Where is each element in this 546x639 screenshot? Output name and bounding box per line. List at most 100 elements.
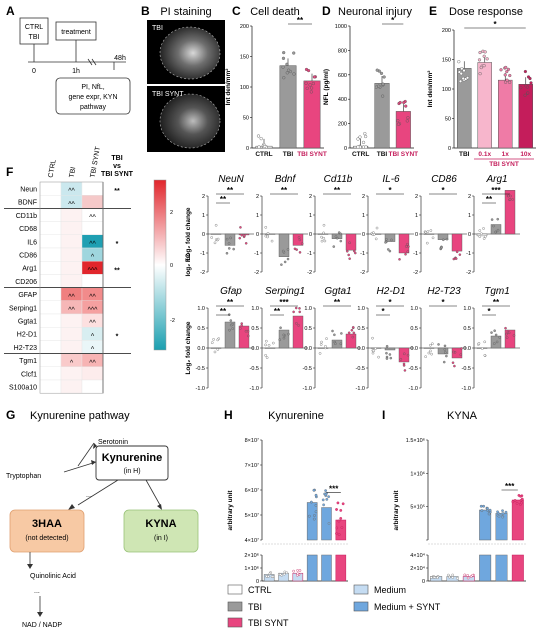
heatmap-cell: [60, 221, 83, 236]
legend-swatch: [227, 601, 243, 612]
gene-title: CD86: [431, 174, 457, 185]
gene-point: [459, 353, 463, 356]
gene-point: [247, 334, 250, 338]
gene-point: [440, 246, 443, 249]
x-tick-label: 10x: [520, 151, 531, 158]
gene-tick-label: -2: [413, 270, 418, 276]
readout-line-2: gene expr, KYN: [68, 94, 117, 101]
gene-tick-label: -0.5: [303, 366, 312, 372]
panel-d-label: D: [322, 4, 331, 18]
data-point: [321, 498, 325, 502]
bar-medium-synt-base: [511, 554, 524, 582]
data-point: [327, 495, 331, 499]
heatmap-row-label: CD206: [15, 279, 37, 286]
y-axis-label: Int den/mm²: [225, 68, 232, 106]
bar-medium-synt: [511, 499, 524, 541]
heatmap-cell: [39, 327, 62, 341]
gene-bar: [345, 233, 357, 251]
heatmap-row-label: S100a10: [9, 385, 37, 392]
gene-point: [496, 217, 500, 221]
significance-label: ***: [329, 485, 339, 494]
gene-tick-label: 1.0: [304, 306, 312, 312]
heatmap-mark: ^^: [89, 360, 96, 367]
gene-tick-label: 0.5: [463, 326, 471, 332]
gene-bar: [238, 325, 250, 349]
data-point: [496, 510, 499, 514]
gene-point: [324, 345, 327, 348]
y-tick-label: 6×10⁷: [245, 487, 259, 494]
y-tick-label: 4×10⁴: [410, 552, 425, 559]
dose-group-label: TBI SYNT: [489, 161, 519, 168]
gene-point: [278, 338, 281, 341]
heatmap-mark: ^^^: [88, 267, 99, 274]
gene-point: [332, 245, 336, 248]
gene-point: [270, 239, 274, 243]
gene-point: [427, 351, 431, 355]
gene-point: [406, 250, 409, 253]
gene-point: [333, 333, 336, 337]
data-point: [296, 569, 299, 572]
gene-significance: **: [334, 186, 341, 195]
gene-bar: [345, 333, 357, 349]
data-point: [462, 68, 466, 73]
gene-point: [498, 336, 501, 339]
gene-point: [496, 228, 500, 232]
data-point: [515, 501, 519, 505]
heatmap-cell: [81, 274, 104, 288]
y-tick-label: 800: [338, 48, 347, 54]
gene-point: [385, 351, 388, 355]
heatmap-cell: [60, 234, 83, 249]
gene-point: [443, 351, 447, 354]
gene-tick-label: -1.0: [409, 386, 418, 392]
gene-point: [227, 247, 231, 250]
gene-tick-label: 1.0: [357, 306, 365, 312]
gene-point: [339, 232, 343, 236]
data-point: [483, 50, 487, 54]
data-point: [374, 85, 378, 89]
heatmap-mark: ^^: [89, 294, 96, 301]
bar: [518, 84, 533, 149]
gene-point: [339, 342, 343, 346]
gene-tick-label: -0.5: [409, 366, 418, 372]
data-point: [335, 508, 338, 511]
data-point: [457, 60, 461, 64]
bar-medium-synt: [321, 507, 332, 541]
pi-image-tbi: TBI: [147, 20, 225, 84]
readout-line-1: PI, NfL,: [81, 84, 104, 91]
data-point: [292, 569, 295, 573]
gene-tick-label: 0: [256, 232, 259, 238]
gene-tick-label: 0.0: [463, 346, 471, 352]
gene-point: [286, 257, 290, 261]
y-tick-label: 200: [442, 28, 451, 34]
gene-point: [429, 349, 432, 353]
bar-medium-synt-base: [495, 554, 508, 582]
heatmap-cell: [39, 261, 62, 275]
gene-point: [264, 343, 267, 347]
data-point: [485, 57, 489, 61]
gene-point: [244, 242, 248, 245]
gene-point: [384, 241, 387, 244]
panel-a-timeline: CTRL TBI treatment 0 1h 48h PI, NfL, gen…: [19, 17, 131, 115]
y-tick-label: 1×10⁶: [244, 565, 259, 572]
gene-bar: [384, 233, 396, 242]
gene-point: [240, 324, 243, 327]
gene-point: [231, 327, 234, 330]
x-tick-label: TBI SYNT: [297, 151, 327, 158]
data-point: [309, 90, 313, 94]
heatmap-mark: ^: [70, 360, 74, 367]
gene-point: [389, 356, 393, 360]
gene-title: Serping1: [265, 286, 305, 297]
data-point: [324, 493, 328, 497]
gene-point: [431, 236, 435, 240]
data-point: [504, 65, 508, 70]
panel-d-title: Neuronal injury: [338, 6, 412, 18]
kynurenine-sub: (in H): [123, 468, 140, 475]
gene-point: [494, 230, 497, 234]
gene-point: [443, 348, 447, 351]
bar-medium-synt-base: [306, 554, 318, 582]
y-tick-label: 100: [240, 85, 249, 91]
gene-point: [346, 249, 349, 253]
y-axis-label: NFL (pg/ml): [323, 69, 330, 105]
